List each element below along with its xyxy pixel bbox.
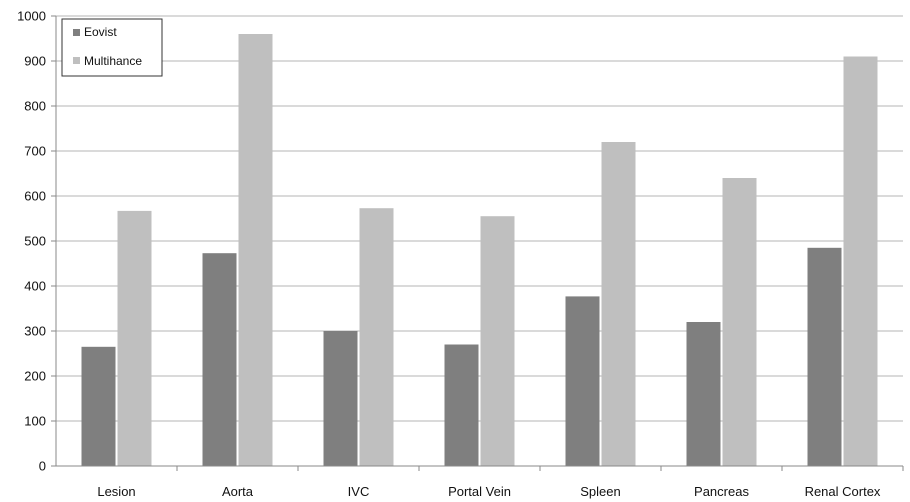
y-tick-labels: 0 100 200 300 400 500 600 700 800 900 1000 <box>17 9 46 474</box>
bar-eovist-aorta <box>202 253 237 466</box>
legend-label-eovist: Eovist <box>84 25 117 39</box>
y-tick-label: 100 <box>24 414 46 429</box>
y-tick-label: 500 <box>24 234 46 249</box>
y-tick-label: 600 <box>24 189 46 204</box>
y-tick-label: 0 <box>39 459 46 474</box>
y-tick-label: 800 <box>24 99 46 114</box>
legend: Eovist Multihance <box>61 18 163 77</box>
bar-multihance-portal-vein <box>480 216 515 466</box>
y-tick-label: 200 <box>24 369 46 384</box>
legend-label-multihance: Multihance <box>84 54 142 68</box>
bars <box>81 34 878 467</box>
x-tick-labels: Lesion Aorta IVC Portal Vein Spleen Pancreas R… <box>97 484 881 499</box>
x-tick-label: Spleen <box>580 484 620 499</box>
bar-eovist-portal-vein <box>444 344 479 466</box>
y-tick-label: 1000 <box>17 9 46 24</box>
bar-multihance-ivc <box>359 208 394 466</box>
bar-eovist-pancreas <box>686 322 721 466</box>
bar-eovist-ivc <box>323 331 358 466</box>
y-tick-label: 400 <box>24 279 46 294</box>
y-tick-label: 900 <box>24 54 46 69</box>
x-tick-label: Portal Vein <box>448 484 511 499</box>
x-tick-label: Pancreas <box>694 484 749 499</box>
x-tick-label: Renal Cortex <box>805 484 881 499</box>
x-tick-label: Lesion <box>97 484 135 499</box>
bar-eovist-renal-cortex <box>807 247 842 467</box>
legend-swatch-eovist <box>73 29 80 36</box>
bar-eovist-lesion <box>81 346 116 467</box>
x-tick-label: Aorta <box>222 484 254 499</box>
y-tick-label: 700 <box>24 144 46 159</box>
legend-swatch-multihance <box>73 57 80 64</box>
bar-multihance-aorta <box>238 34 273 466</box>
x-tick-label: IVC <box>348 484 370 499</box>
bar-multihance-renal-cortex <box>843 56 878 466</box>
bar-multihance-spleen <box>601 142 636 466</box>
bar-multihance-pancreas <box>722 178 757 466</box>
axes <box>51 15 904 471</box>
y-tick-label: 300 <box>24 324 46 339</box>
bar-multihance-lesion <box>117 210 152 466</box>
legend-box <box>61 18 163 77</box>
gridlines <box>56 15 903 422</box>
bar-eovist-spleen <box>565 296 600 466</box>
